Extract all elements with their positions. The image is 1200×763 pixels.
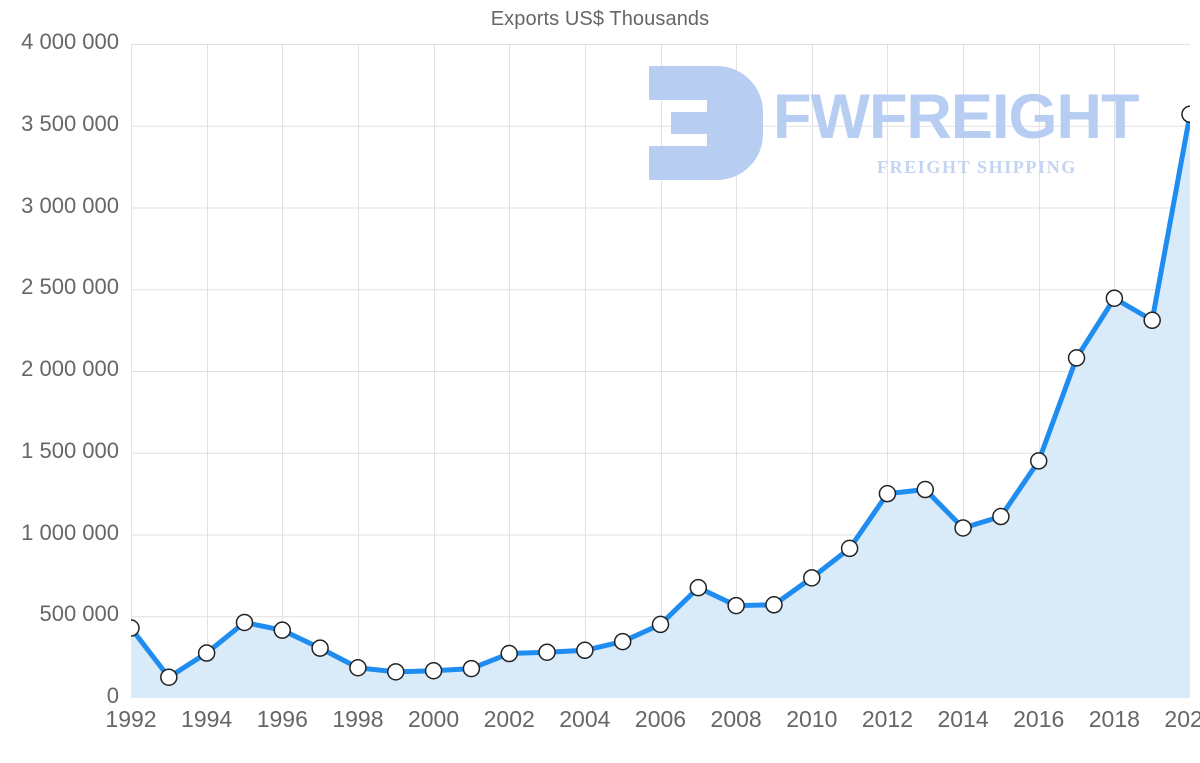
x-axis-tick-label: 2012 — [861, 706, 914, 732]
data-point-marker — [954, 519, 972, 537]
data-point-marker — [235, 613, 254, 632]
x-axis-tick-label: 2020 — [1164, 706, 1200, 732]
y-axis-tick-text: 1 500 000 — [21, 437, 119, 463]
data-point-marker — [689, 578, 708, 597]
data-point-marker — [916, 480, 934, 499]
y-axis-tick-text: 2 500 000 — [21, 274, 119, 300]
data-point-marker — [576, 641, 594, 660]
x-axis-tick-label: 1998 — [332, 706, 384, 732]
x-axis-tick-label: 2000 — [407, 706, 460, 732]
data-point-marker — [1181, 105, 1190, 124]
x-axis-tick-label: 2006 — [634, 706, 687, 732]
data-point-marker — [1143, 311, 1161, 330]
y-axis-tick-text: 4 000 000 — [21, 29, 119, 54]
data-point-marker — [311, 639, 329, 657]
data-point-marker — [349, 659, 367, 677]
y-axis-tick-text: 500 000 — [39, 601, 119, 627]
data-point-marker — [424, 661, 443, 680]
data-point-marker — [1029, 452, 1048, 470]
data-point-marker — [500, 644, 518, 663]
series-markers — [131, 105, 1190, 686]
data-point-marker — [538, 643, 556, 661]
data-point-marker — [160, 668, 178, 686]
data-point-marker — [727, 596, 745, 615]
x-axis-tick-label: 2008 — [710, 706, 762, 732]
chart-title: Exports US$ Thousands — [490, 8, 710, 30]
horizontal-gridlines — [131, 44, 1190, 618]
x-axis-tick-label: 2004 — [559, 706, 611, 732]
data-point-marker — [765, 596, 783, 614]
x-axis-tick-label: 2014 — [937, 706, 989, 732]
data-point-marker — [462, 659, 481, 678]
x-axis-tick-label: 1996 — [256, 706, 308, 732]
data-point-marker — [273, 621, 292, 639]
y-axis-tick-text: 3 500 000 — [21, 110, 119, 136]
data-point-marker — [197, 644, 216, 662]
y-axis-tick-text: 1 000 000 — [21, 519, 119, 545]
data-point-marker — [1105, 289, 1124, 307]
data-point-marker — [878, 484, 897, 503]
x-axis-tick-label: 2002 — [483, 706, 535, 732]
data-point-marker — [651, 615, 670, 634]
data-point-marker — [803, 569, 821, 587]
x-axis-tick-label: 2010 — [786, 706, 838, 732]
y-axis-tick-text: 3 000 000 — [21, 192, 119, 218]
x-axis-tick-label: 2018 — [1088, 706, 1140, 732]
plot-svg — [131, 44, 1190, 698]
x-axis-tick-label: 2016 — [1013, 706, 1065, 732]
series-area-fill — [131, 114, 1190, 698]
data-point-marker — [131, 619, 140, 637]
data-point-marker — [992, 507, 1010, 526]
plot-area — [131, 44, 1190, 698]
data-point-marker — [840, 539, 859, 558]
data-point-marker — [613, 632, 632, 651]
y-axis-tick-text: 0 — [106, 683, 119, 708]
x-axis-tick-label: 1992 — [105, 706, 157, 732]
y-axis-tick-text: 2 000 000 — [21, 356, 119, 381]
data-point-marker — [387, 663, 405, 681]
data-point-marker — [1067, 349, 1086, 367]
x-axis-tick-label: 1994 — [181, 706, 233, 732]
